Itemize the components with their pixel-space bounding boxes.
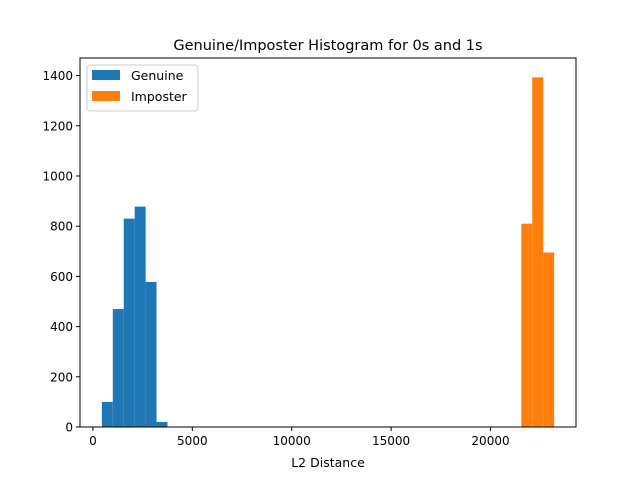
legend-label-imposter: Imposter	[131, 89, 188, 104]
histogram-bar-imposter	[532, 77, 544, 427]
y-tick-label: 1000	[42, 169, 73, 183]
x-tick-label: 0	[89, 434, 97, 448]
y-tick-label: 400	[50, 320, 73, 334]
y-tick-label: 200	[50, 370, 73, 384]
y-tick-label: 0	[65, 421, 73, 435]
x-tick-label: 20000	[471, 434, 509, 448]
y-tick-label: 1400	[42, 69, 73, 83]
y-tick-label: 800	[50, 220, 73, 234]
plot-frame	[79, 57, 577, 428]
x-tick-label: 15000	[372, 434, 410, 448]
legend-swatch-imposter	[92, 91, 120, 101]
histogram-bar-genuine	[101, 401, 113, 427]
bars-group	[101, 77, 555, 427]
x-tick-label: 10000	[273, 434, 311, 448]
y-axis: 0 200 400 600 800 1000 1200 1400	[42, 69, 80, 435]
histogram-bar-genuine	[123, 218, 135, 427]
y-tick-label: 600	[50, 270, 73, 284]
x-axis: 0 5000 10000 15000 20000	[89, 427, 510, 448]
chart-title: Genuine/Imposter Histogram for 0s and 1s	[173, 38, 482, 54]
histogram-bar-genuine	[156, 421, 168, 427]
x-axis-label: L2 Distance	[291, 455, 365, 470]
histogram-bar-imposter	[521, 223, 533, 427]
histogram-bar-genuine	[145, 281, 157, 427]
histogram-bar-genuine	[112, 309, 124, 427]
histogram-bar-genuine	[134, 206, 146, 427]
legend: Genuine Imposter	[86, 64, 199, 112]
histogram-bar-imposter	[543, 252, 555, 427]
legend-swatch-genuine	[92, 70, 120, 80]
legend-label-genuine: Genuine	[131, 68, 184, 83]
y-tick-label: 1200	[42, 119, 73, 133]
x-tick-label: 5000	[177, 434, 208, 448]
